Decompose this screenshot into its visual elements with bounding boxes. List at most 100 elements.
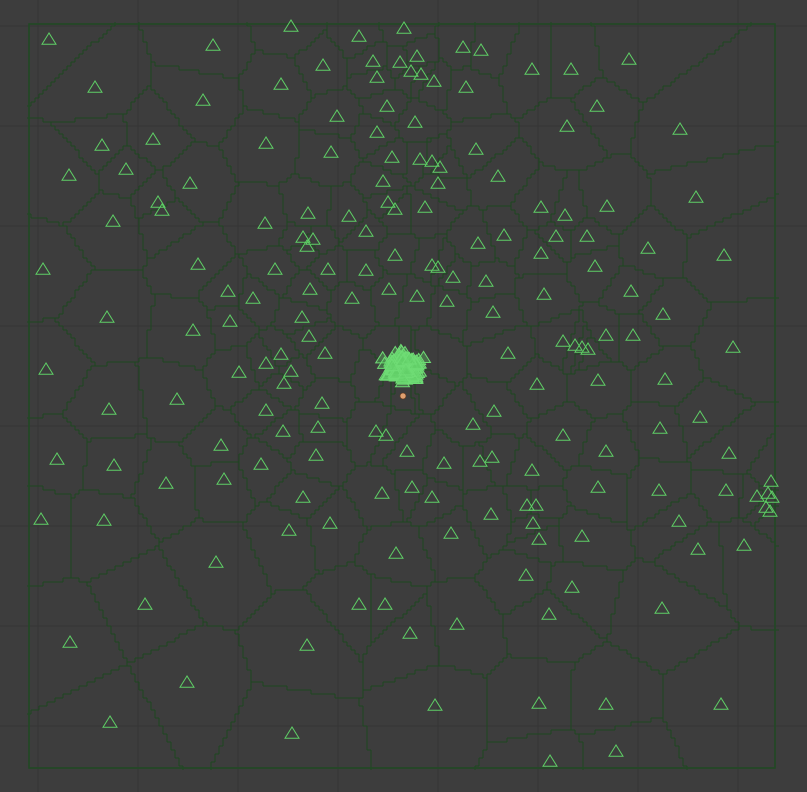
- point-marker-triangle: [358, 263, 374, 276]
- point-marker-triangle: [427, 698, 443, 711]
- point-marker-triangle: [299, 638, 315, 651]
- point-marker-triangle: [524, 463, 540, 476]
- point-marker-triangle: [533, 200, 549, 213]
- point-marker-triangle: [443, 526, 459, 539]
- point-marker-triangle: [424, 258, 440, 271]
- point-marker-triangle: [716, 248, 732, 261]
- point-marker-triangle: [548, 229, 564, 242]
- point-marker-triangle: [190, 257, 206, 270]
- point-marker-triangle: [445, 270, 461, 283]
- point-marker-triangle: [470, 236, 486, 249]
- point-marker-triangle: [713, 697, 729, 710]
- point-marker-triangle: [599, 199, 615, 212]
- point-marker-triangle: [154, 203, 170, 216]
- point-marker-triangle: [439, 294, 455, 307]
- point-marker-triangle: [394, 370, 411, 384]
- point-marker-triangle: [533, 246, 549, 259]
- point-marker-triangle: [403, 64, 419, 77]
- point-marker-triangle: [721, 446, 737, 459]
- point-marker-triangle: [725, 340, 741, 353]
- point-marker-triangle: [344, 291, 360, 304]
- point-marker-triangle: [295, 490, 311, 503]
- point-marker-triangle: [424, 490, 440, 503]
- point-marker-triangle: [621, 52, 637, 65]
- point-marker-triangle: [182, 176, 198, 189]
- point-marker-triangle: [231, 365, 247, 378]
- point-marker-triangle: [329, 109, 345, 122]
- point-marker-triangle: [351, 29, 367, 42]
- point-marker-triangle: [281, 523, 297, 536]
- point-marker-triangle: [671, 514, 687, 527]
- point-marker-triangle: [430, 176, 446, 189]
- point-marker-triangle: [208, 555, 224, 568]
- point-marker-triangle: [692, 410, 708, 423]
- point-marker-triangle: [430, 260, 446, 273]
- point-marker-triangle: [563, 62, 579, 75]
- point-marker-triangle: [449, 617, 465, 630]
- point-marker-triangle: [458, 80, 474, 93]
- point-marker-triangle: [308, 448, 324, 461]
- point-marker-triangle: [380, 195, 396, 208]
- point-marker-triangle: [258, 356, 274, 369]
- point-marker-triangle: [222, 314, 238, 327]
- point-marker-triangle: [369, 70, 385, 83]
- point-marker-triangle: [169, 392, 185, 405]
- point-marker-triangle: [258, 403, 274, 416]
- point-marker-triangle: [654, 601, 670, 614]
- point-marker-triangle: [524, 62, 540, 75]
- point-marker-triangle: [49, 452, 65, 465]
- point-marker-triangle: [35, 262, 51, 275]
- point-marker-triangle: [404, 480, 420, 493]
- point-marker-triangle: [294, 310, 310, 323]
- point-marker-triangle: [559, 119, 575, 132]
- point-marker-triangle: [305, 232, 321, 245]
- point-marker-triangle: [402, 626, 418, 639]
- point-marker-triangle: [38, 362, 54, 375]
- point-marker-triangle: [102, 715, 118, 728]
- point-marker-triangle: [283, 19, 299, 32]
- point-marker-triangle: [567, 338, 583, 351]
- point-marker-triangle: [500, 346, 516, 359]
- point-marker-triangle: [407, 115, 423, 128]
- point-marker-triangle: [377, 597, 393, 610]
- point-marker-triangle: [655, 307, 671, 320]
- point-marker-triangle: [640, 241, 656, 254]
- point-marker-triangle: [245, 291, 261, 304]
- point-marker-triangle: [623, 284, 639, 297]
- point-marker-triangle: [310, 420, 326, 433]
- point-marker-triangle: [322, 516, 338, 529]
- point-marker-triangle: [94, 138, 110, 151]
- point-marker-triangle: [384, 358, 400, 371]
- point-marker-triangle: [145, 132, 161, 145]
- point-marker-triangle: [396, 21, 412, 34]
- point-marker-triangle: [273, 77, 289, 90]
- point-marker-triangle: [369, 125, 385, 138]
- point-marker-triangle: [351, 597, 367, 610]
- point-marker-triangle: [195, 93, 211, 106]
- point-marker-triangle: [564, 580, 580, 593]
- point-marker-triangle: [158, 476, 174, 489]
- point-marker-triangle: [61, 168, 77, 181]
- point-marker-triangle: [379, 99, 395, 112]
- origin-point: [399, 392, 407, 400]
- point-marker-triangle: [409, 49, 425, 62]
- point-marker-triangle: [542, 754, 558, 767]
- point-marker-triangle: [118, 162, 134, 175]
- point-marker-triangle: [762, 504, 778, 517]
- point-marker-triangle: [62, 635, 78, 648]
- point-marker-triangle: [557, 208, 573, 221]
- point-marker-triangle: [688, 190, 704, 203]
- point-marker-triangle: [579, 229, 595, 242]
- point-marker-triangle: [598, 328, 614, 341]
- point-marker-triangle: [397, 362, 414, 376]
- point-marker-triangle: [387, 202, 403, 215]
- point-marker-triangle: [341, 209, 357, 222]
- point-marker-triangle: [392, 55, 408, 68]
- point-marker-triangle: [574, 529, 590, 542]
- point-marker-triangle: [179, 675, 195, 688]
- point-marker-triangle: [106, 458, 122, 471]
- point-marker-triangle: [468, 142, 484, 155]
- point-marker-triangle: [96, 513, 112, 526]
